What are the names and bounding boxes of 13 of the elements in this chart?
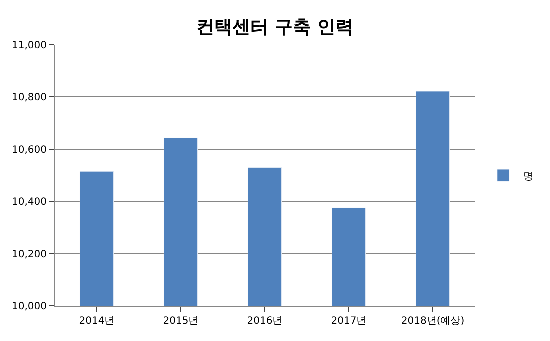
legend-label: 명 (523, 171, 534, 182)
y-tick-label: 10,600 (12, 144, 47, 156)
chart-title: 컨택센터 구축 인력 (196, 17, 354, 38)
x-tick-label: 2015년 (163, 316, 199, 327)
y-tick-label: 11,000 (12, 40, 47, 52)
x-tick-label: 2016년 (247, 316, 283, 327)
x-tick-label: 2017년 (331, 316, 367, 327)
x-tick-label: 2018년(예상) (401, 316, 465, 327)
y-tick-label: 10,800 (12, 92, 47, 104)
x-tick-label: 2014년 (79, 316, 115, 327)
y-tick-label: 10,400 (12, 197, 47, 208)
y-tick-label: 10,000 (12, 302, 47, 312)
y-tick-label: 10,200 (12, 249, 47, 260)
